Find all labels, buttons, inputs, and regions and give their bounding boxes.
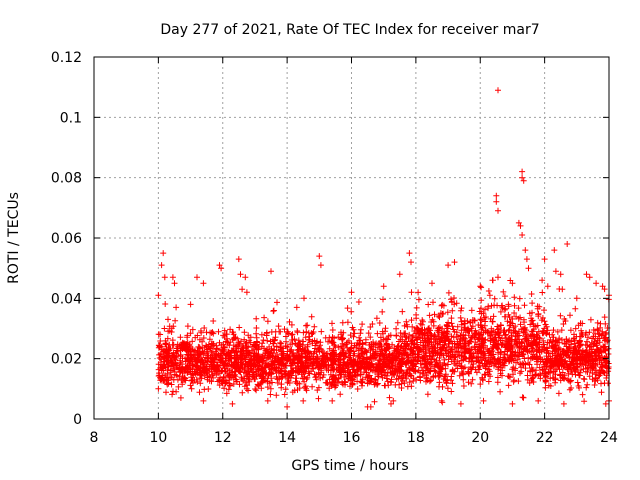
x-tick-label: 20 (471, 430, 489, 446)
y-tick-label: 0.08 (51, 171, 82, 187)
x-tick-label: 24 (600, 430, 618, 446)
y-tick-label: 0 (73, 412, 82, 428)
chart-title: Day 277 of 2021, Rate Of TEC Index for r… (160, 22, 539, 38)
grid-lines (94, 57, 609, 419)
y-tick-label: 0.06 (51, 231, 82, 247)
x-tick-label: 16 (343, 430, 361, 446)
y-tick-label: 0.1 (60, 110, 82, 126)
x-tick-label: 12 (214, 430, 232, 446)
x-tick-label: 10 (149, 430, 167, 446)
x-axis-label: GPS time / hours (291, 458, 408, 474)
y-tick-label: 0.04 (51, 291, 82, 307)
y-tick-label: 0.12 (51, 50, 82, 66)
x-tick-label: 22 (536, 430, 554, 446)
y-tick-label: 0.02 (51, 352, 82, 368)
y-axis-label: ROTI / TECUs (6, 192, 22, 284)
axis-ticks: 8 10 12 14 16 18 20 22 24 0 0.02 0.04 0.06 0.08 0.1 0.1… (51, 50, 618, 446)
x-tick-label: 14 (278, 430, 296, 446)
x-tick-label: 18 (407, 430, 425, 446)
roti-markers (155, 87, 612, 410)
x-tick-label: 8 (90, 430, 99, 446)
data-points (155, 87, 612, 410)
